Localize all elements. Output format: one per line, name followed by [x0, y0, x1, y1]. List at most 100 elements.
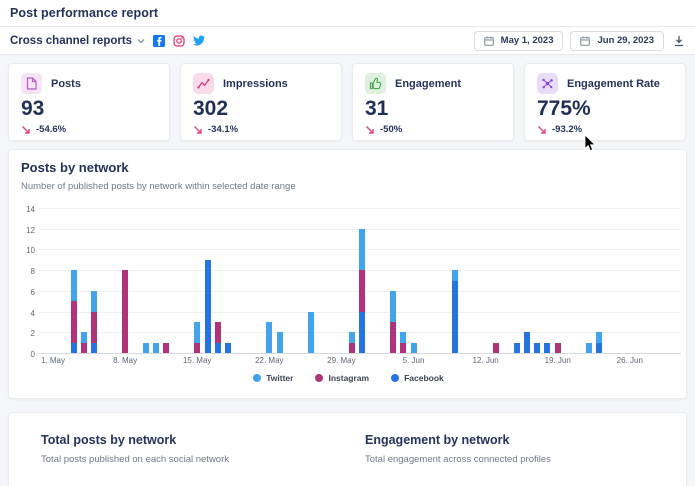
bar-segment-facebook [70, 342, 77, 353]
bar-segment-twitter [451, 270, 458, 281]
date-to-value: Jun 29, 2023 [597, 35, 654, 46]
bar-segment-twitter [400, 332, 407, 343]
bar-segment-instagram [163, 342, 170, 353]
calendar-icon [580, 36, 591, 46]
engagement-rate-icon [537, 73, 558, 94]
x-axis-tick-label: 15. May [182, 356, 212, 365]
bar-segment-twitter [91, 290, 98, 312]
legend-dot [391, 374, 400, 382]
chart-title: Posts by network [21, 160, 129, 175]
engagement-by-network-section: Engagement by network Total engagement a… [365, 433, 551, 465]
page-header: Post performance report [0, 0, 695, 27]
y-axis-tick-label: 8 [30, 267, 35, 277]
trend-down-icon [538, 125, 546, 134]
y-axis-tick-label: 14 [26, 205, 35, 214]
legend-item-facebook[interactable]: Facebook [391, 373, 444, 383]
trend-down-icon [366, 125, 374, 134]
section-subtitle: Total engagement across connected profil… [365, 454, 551, 465]
posts-by-network-card: Posts by network Number of published pos… [8, 149, 687, 399]
bar-segment-twitter [70, 270, 77, 302]
report-selector-group: Cross channel reports [10, 34, 206, 47]
bar-segment-facebook [544, 342, 551, 353]
bar-segment-twitter [359, 228, 365, 271]
page-title: Post performance report [10, 6, 159, 20]
y-axis-tick-label: 0 [30, 350, 35, 359]
legend-item-twitter[interactable]: Twitter [253, 373, 293, 383]
y-axis-tick-label: 4 [30, 308, 35, 318]
stat-change: -34.1% [193, 124, 329, 135]
bar-segment-instagram [70, 301, 77, 343]
stat-card-engagement: Engagement 31 -50% [352, 63, 514, 141]
chart-x-axis: 1. May 8. May 15. May 22. May 29. May 5. Jun 1… [39, 356, 681, 368]
download-button[interactable] [671, 33, 687, 49]
legend-dot [253, 374, 262, 382]
download-icon [675, 35, 683, 46]
stat-value: 93 [21, 97, 45, 120]
x-axis-tick-label: 5. Jun [402, 356, 425, 365]
bar-segment-facebook [91, 342, 98, 353]
stat-value: 775% [537, 97, 591, 120]
report-selector[interactable]: Cross channel reports [10, 35, 145, 47]
x-axis-tick-label: 19. Jun [544, 356, 571, 365]
bar-segment-instagram [80, 342, 87, 353]
bar-segment-facebook [523, 332, 530, 353]
bar-segment-twitter [307, 311, 314, 353]
bar-segment-instagram [348, 342, 355, 353]
bar-segment-twitter [266, 321, 273, 353]
stat-change: -54.6% [21, 124, 157, 135]
bar-segment-instagram [122, 270, 129, 353]
date-from-field[interactable]: May 1, 2023 [473, 30, 564, 51]
bar-segment-facebook [225, 342, 232, 353]
bar-segment-twitter [348, 332, 355, 343]
bar-segment-twitter [142, 342, 149, 353]
stat-value: 302 [193, 97, 229, 120]
x-axis-tick-label: 26. Jun [616, 356, 643, 365]
bar-segment-facebook [513, 342, 520, 353]
bar-segment-instagram [492, 342, 499, 353]
x-axis-tick-label: 8. May [113, 356, 138, 365]
bar-segment-twitter [194, 321, 201, 343]
stat-change: -93.2% [537, 124, 673, 135]
stat-label: Impressions [223, 77, 288, 90]
report-selector-label: Cross channel reports [10, 34, 133, 47]
total-posts-by-network-section: Total posts by network Total posts publi… [41, 433, 229, 465]
bar-segment-instagram [400, 342, 407, 353]
legend-dot [315, 374, 324, 382]
x-axis-tick-label: 1. May [40, 356, 66, 365]
x-axis-tick-label: 22. May [255, 356, 284, 365]
stat-card-impressions: Impressions 302 -34.1% [180, 63, 342, 141]
section-subtitle: Total posts published on each social net… [41, 454, 230, 465]
date-range-group: May 1, 2023 Jun 29, 2023 [473, 30, 687, 51]
bottom-sections: Total posts by network Total posts publi… [8, 412, 687, 486]
impressions-icon [193, 73, 214, 94]
legend-label: Facebook [404, 373, 444, 383]
report-toolbar: Cross channel reports [0, 27, 695, 55]
chart-area: 0 2 4 6 8 10 12 14 [9, 205, 688, 359]
date-to-field[interactable]: Jun 29, 2023 [570, 30, 664, 51]
stat-value: 31 [365, 97, 389, 120]
legend-label: Instagram [328, 373, 370, 383]
chart-subtitle: Number of published posts by network wit… [21, 181, 296, 192]
bar-segment-facebook [204, 259, 211, 353]
calendar-icon [483, 36, 494, 46]
legend-item-instagram[interactable]: Instagram [315, 373, 369, 383]
gridline [39, 208, 681, 209]
chevron-down-icon [137, 38, 145, 43]
chart-legend: Twitter Instagram Facebook [9, 373, 688, 383]
bar-segment-twitter [389, 290, 396, 322]
instagram-icon[interactable] [172, 34, 185, 47]
y-axis-tick-label: 10 [26, 246, 35, 256]
engagement-icon [365, 73, 386, 94]
bar-segment-facebook [534, 342, 541, 353]
bar-segment-instagram [554, 342, 561, 353]
stat-card-posts: Posts 93 -54.6% [8, 63, 170, 141]
trend-down-icon [194, 125, 202, 134]
date-from-value: May 1, 2023 [500, 35, 554, 46]
chart-plot [39, 208, 681, 354]
bar-segment-facebook [214, 342, 221, 353]
facebook-icon[interactable] [152, 34, 165, 47]
twitter-icon[interactable] [192, 34, 206, 47]
section-title: Engagement by network [365, 433, 510, 447]
stat-card-engagement-rate: Engagement Rate 775% -93.2% [524, 63, 686, 141]
